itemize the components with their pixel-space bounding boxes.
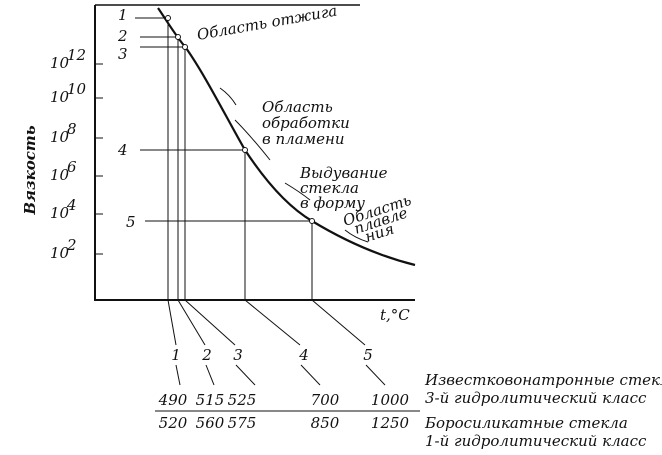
column-label: 2 [201,346,212,364]
row-label: Известковонатронные стекла [424,371,662,389]
region-label: обработки [262,114,350,132]
y-axis-label: Вязкость [21,125,39,215]
y-tick-exp: 10 [67,80,87,98]
row-label: Боросиликатные стекла [424,414,628,432]
points [165,15,315,224]
table-value: 520 [159,414,188,432]
y-tick-base: 10 [50,88,70,106]
column-label: 3 [233,346,243,364]
region-label: Выдувание [299,164,388,182]
table-value: 1000 [371,391,410,409]
y-tick-base: 10 [50,166,70,184]
axes [94,5,415,301]
region-label: стекла [300,179,359,197]
table-value: 700 [311,391,340,409]
table-value: 1250 [371,414,410,432]
table-value: 515 [196,391,225,409]
y-tick-base: 10 [50,244,70,262]
region-brackets [219,87,369,243]
column-label: 5 [363,346,373,364]
y-tick-base: 10 [50,54,70,72]
y-tick-exp: 8 [67,120,77,138]
row-label: 1-й гидролитический класс [425,432,647,450]
y-tick-base: 10 [50,204,70,222]
table-value: 850 [311,414,340,432]
point-label: 2 [117,27,128,45]
region-label: в форму [300,194,365,212]
y-tick-exp: 6 [67,158,77,176]
point-label: 3 [118,45,128,63]
leaders [135,17,420,412]
x-axis-label: t,°C [380,306,410,324]
region-label: в пламени [262,130,345,148]
column-label: 1 [171,346,181,364]
region-label: Область отжига [196,2,339,44]
y-tick-exp: 12 [67,46,86,64]
row-label: 3-й гидролитический класс [425,389,647,407]
column-label: 4 [298,346,309,364]
y-tick-exp: 2 [66,236,77,254]
point-label: 1 [118,6,128,24]
point-label: 4 [117,141,128,159]
table-value: 525 [228,391,257,409]
y-tick-exp: 4 [66,196,77,214]
point-label: 5 [126,213,136,231]
table-value: 490 [158,391,188,409]
table-value: 560 [196,414,225,432]
region-label: Область [262,98,333,116]
table-value: 575 [228,414,257,432]
y-tick-base: 10 [50,128,70,146]
